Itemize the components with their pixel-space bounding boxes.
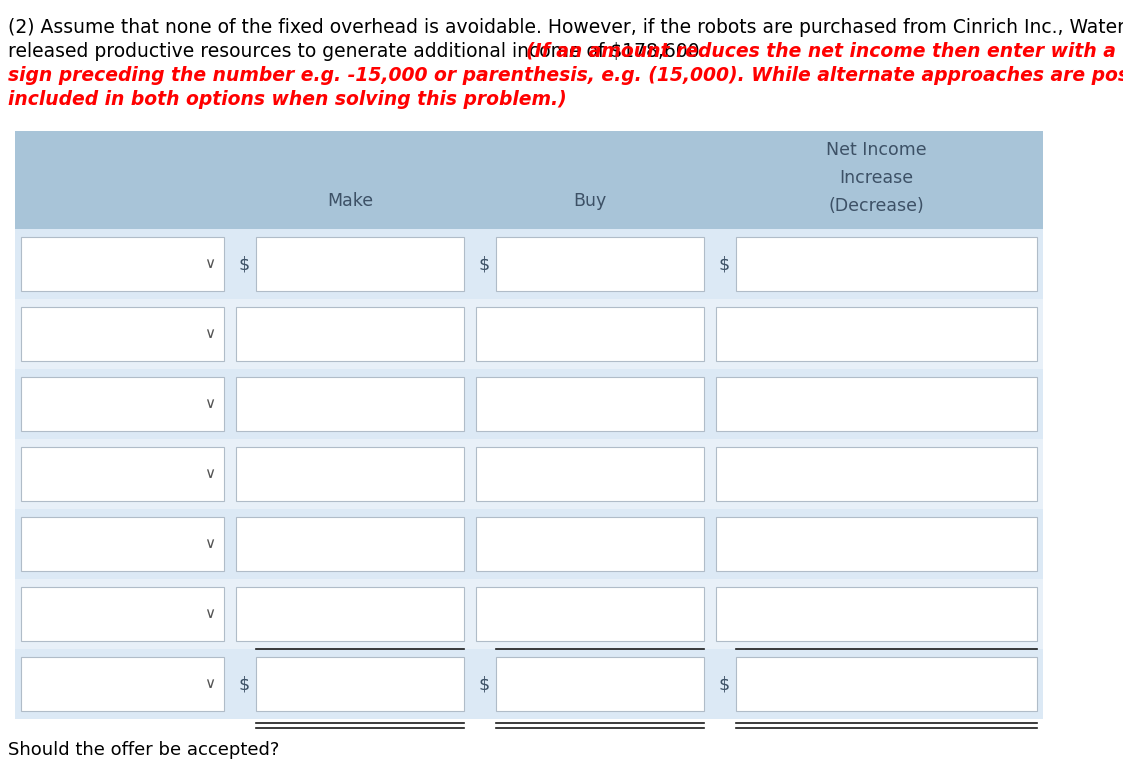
Text: (Decrease): (Decrease) [829,197,924,215]
Bar [236,517,464,571]
Text: ∨: ∨ [204,536,216,552]
Text: $: $ [478,255,490,273]
Bar [476,377,704,431]
Bar [716,447,1037,501]
Bar [476,587,704,641]
Bar [21,377,223,431]
Bar [256,657,464,711]
Bar [15,299,1043,369]
Bar [15,229,1043,299]
Text: ∨: ∨ [204,676,216,692]
Text: Net Income: Net Income [827,141,926,159]
Text: $: $ [478,675,490,693]
Text: (2) Assume that none of the fixed overhead is avoidable. However, if the robots : (2) Assume that none of the fixed overhe… [8,18,1123,37]
Bar [476,447,704,501]
Bar [256,237,464,291]
Text: $: $ [718,675,729,693]
Bar [21,237,223,291]
Bar [21,307,223,361]
Text: ∨: ∨ [204,607,216,621]
Bar [496,657,704,711]
Text: ∨: ∨ [204,257,216,271]
Bar [736,657,1037,711]
Text: sign preceding the number e.g. -15,000 or parenthesis, e.g. (15,000). While alte: sign preceding the number e.g. -15,000 o… [8,66,1123,85]
Text: ∨: ∨ [204,326,216,342]
Bar [15,369,1043,439]
Text: $: $ [238,675,249,693]
Bar [15,649,1043,719]
Bar [236,307,464,361]
Text: Buy: Buy [574,192,606,210]
Bar [21,517,223,571]
Text: $: $ [718,255,729,273]
Bar [21,447,223,501]
Bar [716,587,1037,641]
Bar [476,307,704,361]
Bar [15,509,1043,579]
Bar [496,237,704,291]
Bar [15,131,1043,229]
Bar [716,307,1037,361]
Text: (If an amount reduces the net income then enter with a negative: (If an amount reduces the net income the… [526,42,1123,61]
Bar [716,517,1037,571]
Bar [21,657,223,711]
Bar [236,377,464,431]
Text: $: $ [238,255,249,273]
Text: included in both options when solving this problem.): included in both options when solving th… [8,90,567,109]
Bar [15,579,1043,649]
Text: Should the offer be accepted?: Should the offer be accepted? [8,741,280,759]
Text: Increase: Increase [839,169,914,187]
Text: ∨: ∨ [204,397,216,411]
Text: released productive resources to generate additional income of $178,600.: released productive resources to generat… [8,42,711,61]
Bar [21,587,223,641]
Bar [15,439,1043,509]
Bar [716,377,1037,431]
Bar [236,447,464,501]
Bar [476,517,704,571]
Bar [236,587,464,641]
Text: ∨: ∨ [204,466,216,482]
Text: Make: Make [327,192,373,210]
Bar [736,237,1037,291]
